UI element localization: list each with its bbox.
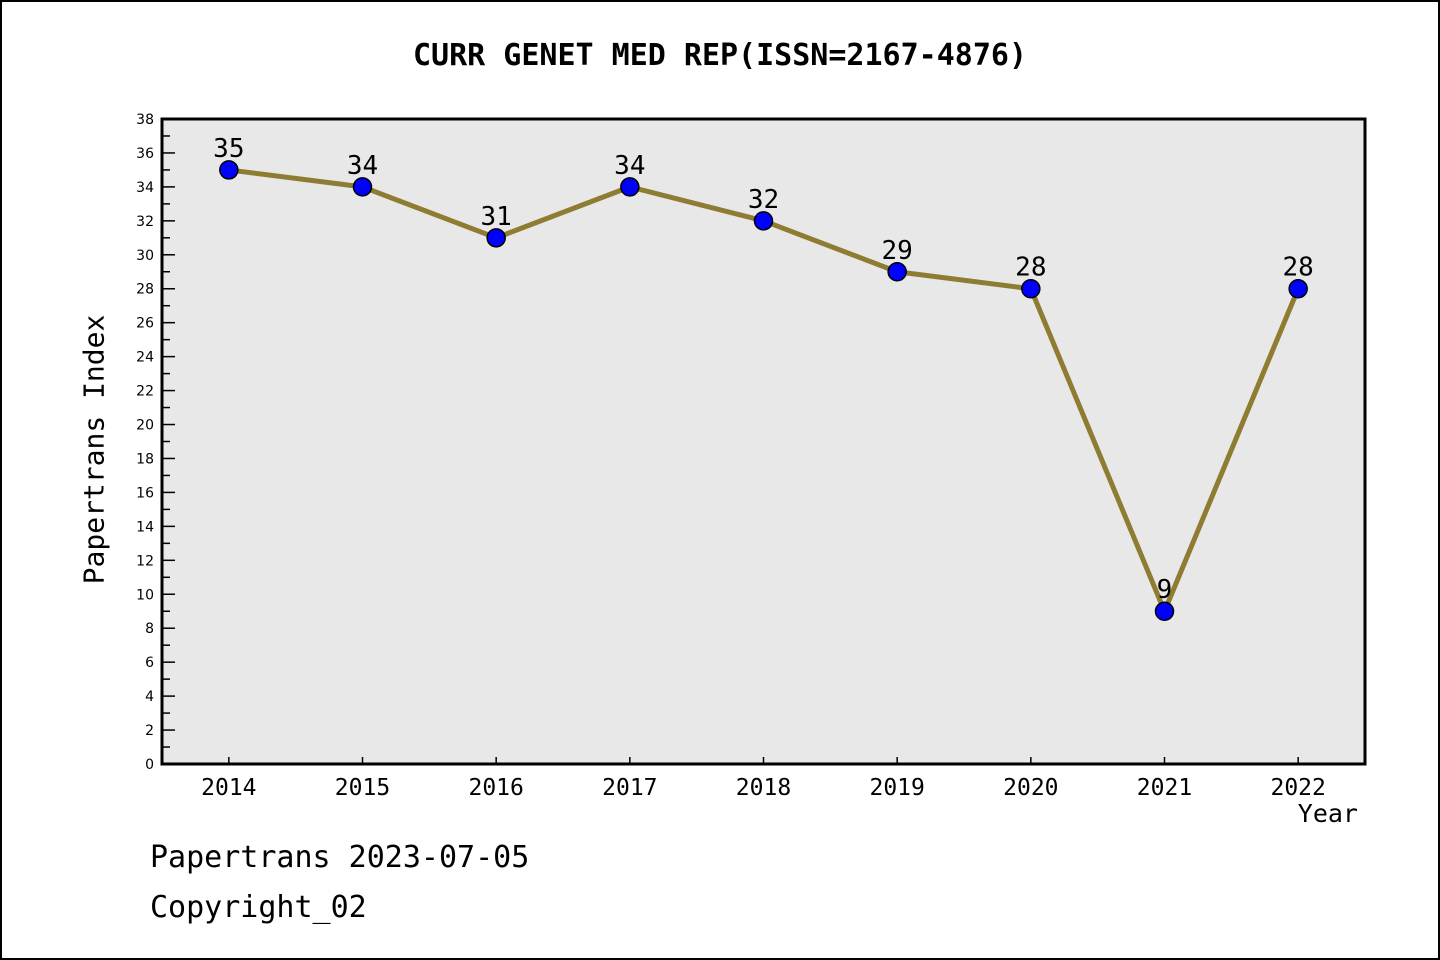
x-tick-label: 2017 bbox=[602, 775, 657, 801]
y-tick-label: 38 bbox=[136, 112, 154, 128]
y-tick-label: 32 bbox=[136, 214, 154, 230]
data-point bbox=[1021, 278, 1041, 299]
data-point-label: 35 bbox=[213, 134, 244, 164]
data-point bbox=[887, 262, 907, 282]
data-point bbox=[1154, 601, 1175, 621]
y-tick-label: 10 bbox=[136, 587, 154, 603]
y-tick-label: 26 bbox=[136, 316, 154, 332]
footer-source-line: Papertrans 2023-07-05 bbox=[150, 840, 530, 875]
y-tick-label: 14 bbox=[136, 519, 154, 535]
data-point-label: 32 bbox=[748, 185, 779, 215]
data-point-label: 28 bbox=[1015, 253, 1046, 283]
data-point bbox=[1288, 278, 1308, 299]
x-tick-label: 2021 bbox=[1137, 775, 1192, 801]
x-tick-label: 2016 bbox=[468, 775, 523, 801]
x-tick-label: 2019 bbox=[869, 775, 924, 801]
data-point bbox=[352, 177, 373, 197]
data-point-label: 29 bbox=[882, 236, 913, 266]
x-tick-label: 2022 bbox=[1270, 775, 1325, 801]
data-point bbox=[620, 177, 640, 197]
y-tick-label: 8 bbox=[145, 621, 154, 637]
y-tick-label: 4 bbox=[145, 689, 154, 705]
data-point bbox=[219, 160, 239, 180]
x-tick-label: 2015 bbox=[335, 775, 390, 801]
y-tick-label: 34 bbox=[136, 180, 154, 196]
data-point-label: 9 bbox=[1157, 575, 1173, 605]
data-point-label: 34 bbox=[614, 151, 645, 181]
data-point bbox=[753, 211, 774, 231]
y-tick-label: 22 bbox=[136, 384, 154, 400]
data-point-label: 28 bbox=[1283, 253, 1314, 283]
plot-frame bbox=[160, 117, 1367, 766]
x-tick-label: 2018 bbox=[736, 775, 791, 801]
x-tick-label: 2014 bbox=[201, 775, 256, 801]
data-point-label: 34 bbox=[347, 151, 378, 181]
data-point bbox=[486, 228, 506, 248]
y-tick-label: 12 bbox=[136, 553, 154, 569]
y-tick-label: 16 bbox=[136, 485, 154, 501]
y-tick-label: 2 bbox=[145, 723, 154, 739]
y-tick-label: 6 bbox=[145, 655, 154, 671]
chart-title: CURR GENET MED REP(ISSN=2167-4876) bbox=[412, 38, 1028, 73]
y-tick-label: 28 bbox=[136, 282, 154, 298]
y-tick-label: 18 bbox=[136, 451, 154, 467]
y-tick-label: 24 bbox=[136, 350, 154, 366]
y-tick-label: 36 bbox=[136, 146, 154, 162]
y-tick-label: 20 bbox=[136, 418, 154, 434]
y-tick-label: 0 bbox=[145, 757, 154, 773]
y-tick-label: 30 bbox=[136, 248, 154, 264]
x-axis-label: Year bbox=[1297, 799, 1358, 828]
footer-copyright-line: Copyright_02 bbox=[150, 890, 367, 925]
x-tick-label: 2020 bbox=[1003, 775, 1058, 801]
data-point-label: 31 bbox=[481, 202, 512, 232]
